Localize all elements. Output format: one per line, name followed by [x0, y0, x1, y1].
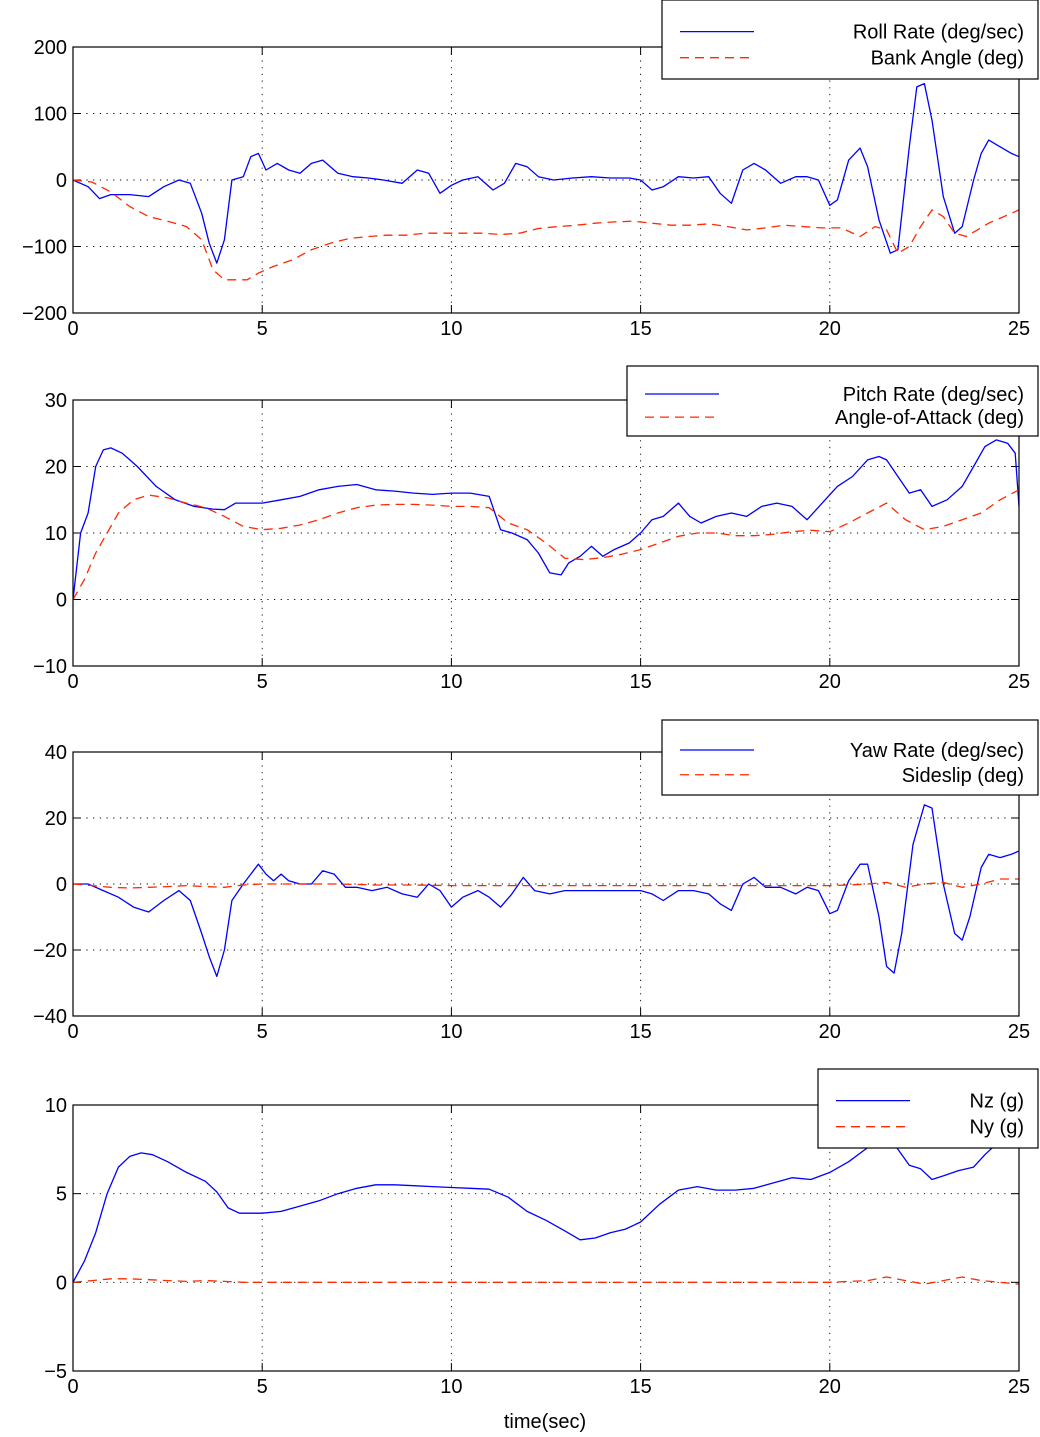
y-tick-label: −40 [33, 1006, 67, 1028]
y-tick-label: 0 [56, 590, 67, 612]
x-tick-label: 25 [1008, 1021, 1030, 1043]
x-tick-label: 25 [1008, 1376, 1030, 1398]
axes-frame [72, 751, 1020, 1017]
y-tick-label: 200 [34, 37, 67, 59]
legend-label: Angle-of-Attack (deg) [835, 407, 1024, 429]
series-line-1 [73, 179, 1019, 281]
series-line-0 [73, 82, 1019, 264]
series-line-1 [73, 489, 1019, 600]
y-tick-label: 20 [45, 457, 67, 479]
legend-label: Pitch Rate (deg/sec) [843, 384, 1024, 406]
legend-label: Yaw Rate (deg/sec) [850, 740, 1024, 762]
x-tick-label: 10 [440, 1021, 462, 1043]
legend-label: Nz (g) [970, 1091, 1024, 1113]
legend: Roll Rate (deg/sec) Bank Angle (deg) [661, 0, 1039, 80]
axes-frame [72, 1104, 1020, 1372]
x-tick-label: 10 [440, 671, 462, 693]
y-tick-label: 0 [56, 1272, 67, 1294]
series-group [73, 1134, 1019, 1285]
x-tick-label: 0 [67, 318, 78, 340]
legend-box [817, 1068, 1039, 1149]
legend-label: Sideslip (deg) [902, 765, 1024, 787]
x-tick-label: 20 [819, 318, 841, 340]
y-tick-label: −200 [22, 303, 67, 325]
subplot-yaw: 0 5 10 15 20 25 −40 −20 0 20 40 Yaw Rate (deg/sec) S… [33, 719, 1039, 1043]
x-tick-label: 5 [257, 671, 268, 693]
series-line-1 [73, 878, 1019, 889]
y-tick-label: 100 [34, 104, 67, 126]
legend-box [661, 0, 1039, 80]
subplot-roll: 0 5 10 15 20 25 −200 −100 0 100 200 Roll Rate (deg/… [22, 0, 1039, 340]
x-tick-label: 10 [440, 318, 462, 340]
y-tick-label: 30 [45, 390, 67, 412]
y-tick-label: −100 [22, 237, 67, 259]
legend-label: Bank Angle (deg) [871, 48, 1024, 70]
legend-box [626, 365, 1039, 437]
y-tick-label: −10 [33, 656, 67, 678]
x-tick-label: 20 [819, 1021, 841, 1043]
x-tick-label: 20 [819, 1376, 841, 1398]
y-tick-label: −5 [44, 1361, 67, 1383]
legend-label: Ny (g) [970, 1117, 1024, 1139]
axes-frame [72, 399, 1020, 667]
y-tick-label: 20 [45, 808, 67, 830]
x-tick-label: 5 [257, 1376, 268, 1398]
x-tick-label: 0 [67, 671, 78, 693]
legend-box [661, 719, 1039, 796]
y-tick-label: 5 [56, 1184, 67, 1206]
x-tick-label: 5 [257, 318, 268, 340]
x-tick-label: 25 [1008, 671, 1030, 693]
axes-frame [72, 46, 1020, 314]
x-axis-title: time(sec) [504, 1411, 586, 1433]
series-line-1 [73, 1276, 1019, 1285]
x-tick-label: 15 [629, 1021, 651, 1043]
x-tick-label: 15 [629, 1376, 651, 1398]
y-tick-label: −20 [33, 940, 67, 962]
series-group [73, 82, 1019, 281]
series-group [73, 439, 1019, 600]
x-tick-label: 0 [67, 1021, 78, 1043]
legend: Yaw Rate (deg/sec) Sideslip (deg) [661, 719, 1039, 796]
x-tick-label: 5 [257, 1021, 268, 1043]
x-tick-label: 20 [819, 671, 841, 693]
series-line-0 [73, 804, 1019, 978]
x-tick-label: 25 [1008, 318, 1030, 340]
legend-label: Roll Rate (deg/sec) [853, 22, 1024, 44]
y-tick-label: 40 [45, 742, 67, 764]
legend: Nz (g) Ny (g) [817, 1068, 1039, 1149]
x-tick-label: 15 [629, 671, 651, 693]
y-tick-label: 10 [45, 523, 67, 545]
legend: Pitch Rate (deg/sec)Angle-of-Attack (deg… [626, 365, 1039, 437]
x-tick-label: 10 [440, 1376, 462, 1398]
series-line-0 [73, 439, 1019, 600]
y-tick-label: 10 [45, 1095, 67, 1117]
series-line-0 [73, 1134, 1019, 1283]
y-tick-label: 0 [56, 874, 67, 896]
y-tick-label: 0 [56, 170, 67, 192]
series-group [73, 804, 1019, 978]
x-tick-label: 15 [629, 318, 651, 340]
x-tick-label: 0 [67, 1376, 78, 1398]
